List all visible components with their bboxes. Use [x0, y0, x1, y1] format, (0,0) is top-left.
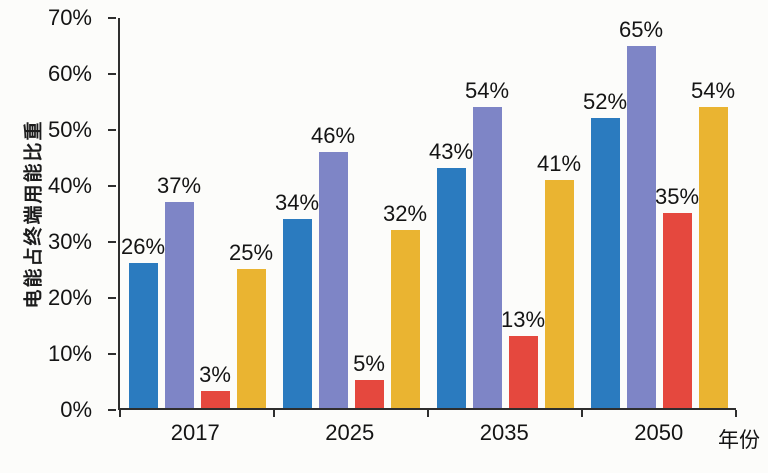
y-tick-label: 40%	[47, 173, 92, 198]
bar-value-label: 5%	[353, 351, 385, 377]
bar-value-label: 37%	[156, 172, 202, 198]
bar-value-label: 13%	[500, 306, 546, 332]
bar-value-label: 32%	[382, 200, 428, 226]
y-tick-label: 50%	[47, 117, 92, 142]
bar-purple-2035: 54%	[465, 78, 509, 408]
bar-yellow-2050: 54%	[691, 78, 735, 408]
x-tick-mark	[427, 410, 429, 417]
y-tick-label: 0%	[60, 397, 92, 422]
x-axis: 2017 2025 2035 2050	[118, 420, 736, 446]
bar-purple-2050: 65%	[619, 17, 663, 408]
bar-value-label: 43%	[428, 139, 474, 165]
bar-blue-2035: 43%	[429, 139, 473, 408]
bar-yellow-2025: 32%	[383, 201, 427, 408]
y-tick-mark	[108, 241, 116, 243]
bar-value-label: 3%	[199, 362, 231, 388]
x-tick-label-2050: 2050	[634, 420, 684, 445]
bar-value-label: 35%	[654, 184, 700, 209]
y-tick-mark	[108, 353, 116, 355]
x-tick-label-2017: 2017	[170, 420, 220, 445]
bar-group-2050: 52% 65% 35% 54%	[582, 17, 736, 408]
bar-blue-2025: 34%	[275, 190, 319, 408]
y-tick-mark	[108, 185, 116, 187]
bar-value-label: 26%	[120, 234, 166, 260]
y-tick-label: 10%	[47, 341, 92, 366]
x-tick-mark	[119, 410, 121, 417]
bar-group-2025: 34% 46% 5% 32%	[274, 18, 428, 408]
bar-group-2035: 43% 54% 13% 41%	[428, 18, 582, 408]
bar-purple-2017: 37%	[157, 173, 201, 408]
y-axis: 0% 10% 20% 30% 40% 50% 60% 70%	[0, 5, 118, 422]
bar-red-2035: 13%	[501, 307, 545, 408]
y-tick-mark	[108, 297, 116, 299]
y-tick-mark	[108, 17, 116, 19]
bar-red-2017: 3%	[199, 362, 231, 408]
y-tick-label: 20%	[47, 285, 92, 310]
y-tick-label: 60%	[47, 61, 92, 86]
bar-value-label: 34%	[274, 189, 320, 215]
bar-yellow-2035: 41%	[537, 151, 581, 408]
bar-purple-2025: 46%	[311, 123, 355, 408]
x-tick-label-2025: 2025	[325, 420, 375, 445]
x-tick-mark	[735, 410, 737, 417]
bar-yellow-2017: 25%	[229, 240, 273, 408]
bar-value-label: 54%	[464, 78, 510, 104]
bar-red-2050: 35%	[655, 184, 699, 408]
bar-value-label: 46%	[310, 122, 356, 148]
y-tick-label: 30%	[47, 229, 92, 254]
bar-red-2025: 5%	[353, 351, 385, 408]
y-tick-mark	[108, 409, 116, 411]
bar-blue-2050: 52%	[583, 89, 627, 408]
y-tick-mark	[108, 129, 116, 131]
x-tick-mark	[273, 410, 275, 417]
bar-blue-2017: 26%	[121, 234, 165, 408]
bar-value-label: 25%	[228, 239, 274, 265]
bar-value-label: 41%	[536, 150, 582, 176]
plot-area: 26% 37% 3% 25% 34% 46% 5% 32% 43% 54% 13% 41% 52% 65%…	[118, 17, 737, 417]
bar-value-label: 54%	[690, 78, 736, 104]
bar-group-2017: 26% 37% 3% 25%	[120, 18, 274, 408]
y-tick-mark	[108, 73, 116, 75]
bar-value-label: 52%	[582, 89, 628, 115]
bar-value-label: 65%	[618, 16, 664, 42]
y-tick-label: 70%	[47, 5, 92, 30]
x-axis-title: 年份	[718, 429, 760, 452]
x-tick-label-2035: 2035	[479, 420, 529, 445]
x-tick-mark	[581, 410, 583, 417]
